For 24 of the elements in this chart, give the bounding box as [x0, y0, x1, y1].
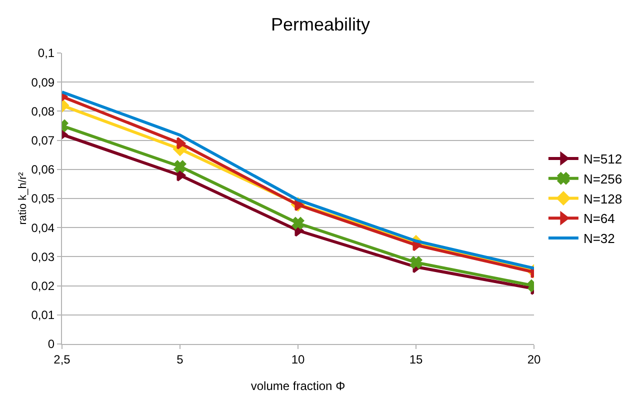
x-tick-label: 2,5	[54, 352, 71, 366]
x-tick-label: 15	[409, 352, 423, 366]
y-tick-label: 0,03	[31, 250, 55, 264]
x-axis-title: volume fraction Φ	[250, 379, 346, 393]
y-tick-label: 0,01	[31, 308, 55, 322]
y-tick-label: 0,08	[31, 104, 55, 118]
legend-label: N=64	[583, 211, 615, 226]
y-tick-label: 0,06	[31, 162, 55, 177]
y-tick-label: 0,04	[31, 220, 55, 235]
x-tick-label: 10	[291, 352, 305, 366]
x-tick-label: 5	[176, 352, 184, 366]
y-tick-label: 0	[48, 337, 55, 352]
legend-label: N=32	[583, 231, 615, 246]
y-tick-label: 0,09	[31, 75, 55, 90]
y-tick-label: 0,02	[31, 279, 55, 293]
y-tick-label: 0,05	[31, 192, 55, 206]
y-tick-label: 0,1	[38, 46, 55, 60]
x-tick-label: 20	[527, 352, 541, 366]
legend-label: N=512	[583, 152, 622, 167]
y-tick-label: 0,07	[31, 134, 55, 148]
chart-title: Permeability	[270, 14, 370, 35]
legend-label: N=128	[583, 191, 622, 206]
y-axis-title: ratio k_h/r²	[17, 172, 30, 225]
legend-label: N=256	[583, 171, 622, 186]
